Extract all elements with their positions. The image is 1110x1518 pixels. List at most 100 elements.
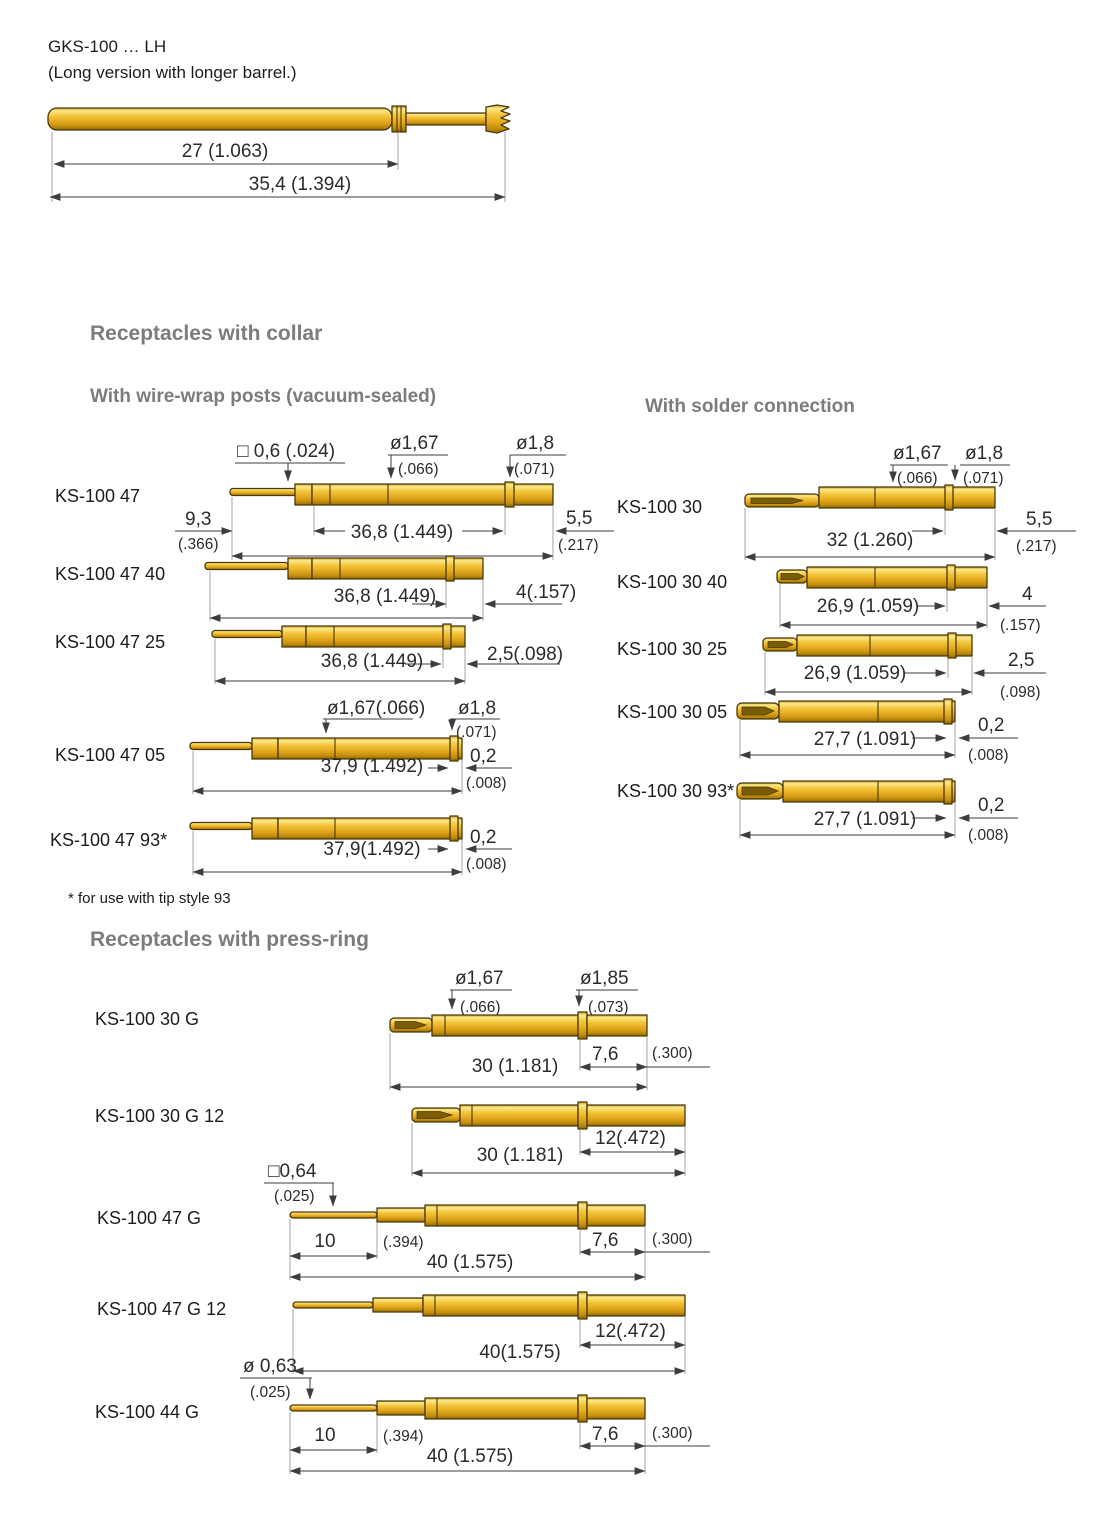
row-ks-100-47-g: KS-100 47 G □0,64 (.025) 10 (.394) 7,6 (… xyxy=(97,1161,710,1281)
dim-label: (.073) xyxy=(588,999,629,1016)
part-number: KS-100 30 25 xyxy=(617,639,727,659)
row-ks-100-30-g-12: KS-100 30 G 12 12(.472) 30 (1.181) xyxy=(95,1101,686,1177)
row-ks-100-47-g-12: KS-100 47 G 12 12(.472) 40(1.575) xyxy=(97,1291,686,1375)
dim-label: (.008) xyxy=(466,775,507,792)
dim-label: (.066) xyxy=(398,461,439,478)
row-ks-100-44-g: KS-100 44 G ø 0,63 (.025) 10 (.394) 7,6 … xyxy=(95,1356,710,1475)
probe-collar-ring xyxy=(946,564,956,591)
probe-barrel xyxy=(431,1014,579,1037)
probe-collar-ring xyxy=(449,815,459,842)
probe-barrel xyxy=(311,483,554,506)
header: GKS-100 … LH (Long version with longer b… xyxy=(48,37,297,82)
probe-barrel xyxy=(311,557,484,580)
dim-label: 2,5(.098) xyxy=(487,644,563,665)
part-number: KS-100 47 G 12 xyxy=(97,1299,226,1319)
probe-collar-ring xyxy=(504,481,515,508)
probe-drawing-gks-100-lh: 27 (1.063) 35,4 (1.394) xyxy=(47,104,511,202)
dim-label: 32 (1.260) xyxy=(827,530,914,551)
probe-press-ring xyxy=(577,1011,588,1040)
probe-collar-ring xyxy=(947,632,957,659)
probe-barrel xyxy=(459,1104,579,1127)
dim-label: (.066) xyxy=(460,999,501,1016)
dim-label: 5,5 xyxy=(566,508,592,529)
probe-collar-ring xyxy=(944,484,954,511)
dim-label: (.098) xyxy=(1000,684,1041,701)
probe-collar-ring xyxy=(449,735,459,762)
probe-barrel-right xyxy=(586,1104,686,1127)
dim-label: 0,2 xyxy=(470,827,496,848)
dim-label: (.300) xyxy=(652,1231,693,1248)
dim-label: (.394) xyxy=(383,1428,424,1445)
probe-barrel xyxy=(422,1294,579,1317)
dim-label: □0,64 xyxy=(268,1161,317,1182)
dim-label: 40 (1.575) xyxy=(427,1446,514,1467)
dim-label: (.366) xyxy=(178,536,219,553)
dim-label: 37,9(1.492) xyxy=(323,839,420,860)
row-ks-100-30-g: KS-100 30 G ø1,67 (.066) ø1,85 (.073) 7,… xyxy=(95,968,710,1091)
probe-collar-ring xyxy=(943,778,953,805)
dim-label: 36,8 (1.449) xyxy=(334,586,436,607)
dim-label: (.394) xyxy=(383,1234,424,1251)
dim-label: 36,8 (1.449) xyxy=(351,522,453,543)
probe-barrel xyxy=(806,566,988,589)
row-ks-100-47-05: KS-100 47 05 ø1,67(.066) ø1,8 (.071) 37,… xyxy=(55,698,512,795)
dim-label: 10 xyxy=(314,1231,335,1252)
probe-barrel xyxy=(818,486,996,509)
probe-press-ring xyxy=(577,1101,588,1130)
part-number: KS-100 47 93* xyxy=(50,830,167,850)
dim-label: (.217) xyxy=(1016,538,1057,555)
dim-label: 7,6 xyxy=(592,1424,618,1445)
dim-label: (.300) xyxy=(652,1425,693,1442)
row-ks-100-30: KS-100 30 ø1,67 (.066) ø1,8 (.071) 5,5 (… xyxy=(617,443,1076,561)
heading-solder-connection: With solder connection xyxy=(645,396,855,417)
probe-barrel xyxy=(424,1397,579,1420)
dim-label: 7,6 xyxy=(592,1230,618,1251)
dim-label: ø1,8 xyxy=(458,698,496,719)
dim-label: (.071) xyxy=(963,470,1004,487)
probe-press-ring xyxy=(577,1394,588,1423)
dim-label: ø 0,63 xyxy=(243,1356,297,1377)
row-ks-100-30-25: KS-100 30 25 26,9 (1.059) 2,5 (.098) xyxy=(617,632,1046,701)
probe-barrel xyxy=(47,107,393,131)
part-number: KS-100 47 G xyxy=(97,1208,201,1228)
probe-collar-ring xyxy=(943,698,953,725)
dim-label: 37,9 (1.492) xyxy=(321,756,423,777)
row-ks-100-30-05: KS-100 30 05 27,7 (1.091) 0,2 (.008) xyxy=(617,698,1018,764)
row-ks-100-30-93: KS-100 30 93* 27,7 (1.091) 0,2 (.008) xyxy=(617,778,1018,844)
page-subtitle: (Long version with longer barrel.) xyxy=(48,63,297,82)
part-number: KS-100 47 40 xyxy=(55,564,165,584)
dim-label: 27,7 (1.091) xyxy=(814,729,916,750)
dim-label: ø1,67 xyxy=(390,433,439,454)
dim-label: ø1,8 xyxy=(965,443,1003,464)
dim-label: 7,6 xyxy=(592,1044,618,1065)
probe-press-ring xyxy=(577,1201,588,1230)
part-number: KS-100 30 40 xyxy=(617,572,727,592)
dim-label: 27,7 (1.091) xyxy=(814,809,916,830)
part-number: KS-100 44 G xyxy=(95,1402,199,1422)
probe-crown-tip xyxy=(485,104,511,134)
probe-barrel xyxy=(778,700,956,723)
dim-label: (.217) xyxy=(558,537,599,554)
dim-label: 0,2 xyxy=(978,715,1004,736)
heading-receptacles-with-collar: Receptacles with collar xyxy=(90,322,322,345)
row-ks-100-47: KS-100 47 □ 0,6 (.024) ø1,67 (.066) ø1,8… xyxy=(55,433,614,560)
probe-barrel-right xyxy=(586,1294,686,1317)
row-ks-100-47-25: KS-100 47 25 36,8 (1.449) 2,5(.098) xyxy=(55,623,563,685)
probe-barrel xyxy=(277,817,463,840)
dim-label: 26,9 (1.059) xyxy=(817,596,919,617)
probe-plunger xyxy=(405,112,487,126)
dim-label: ø1,85 xyxy=(580,968,629,989)
part-number: KS-100 30 05 xyxy=(617,702,727,722)
dim-label: 4(.157) xyxy=(516,582,576,603)
dim-label: 0,2 xyxy=(470,746,496,767)
probe-barrel-right xyxy=(586,1204,646,1227)
part-number: KS-100 47 xyxy=(55,486,140,506)
part-number: KS-100 30 93* xyxy=(617,781,734,801)
dim-label: 4 xyxy=(1022,584,1033,605)
dim-label: (.008) xyxy=(968,827,1009,844)
row-ks-100-47-93: KS-100 47 93* 37,9(1.492) 0,2 (.008) xyxy=(50,815,512,876)
dim-label: 35,4 (1.394) xyxy=(249,174,351,195)
dim-label: 0,2 xyxy=(978,795,1004,816)
dim-label: 36,8 (1.449) xyxy=(321,651,423,672)
